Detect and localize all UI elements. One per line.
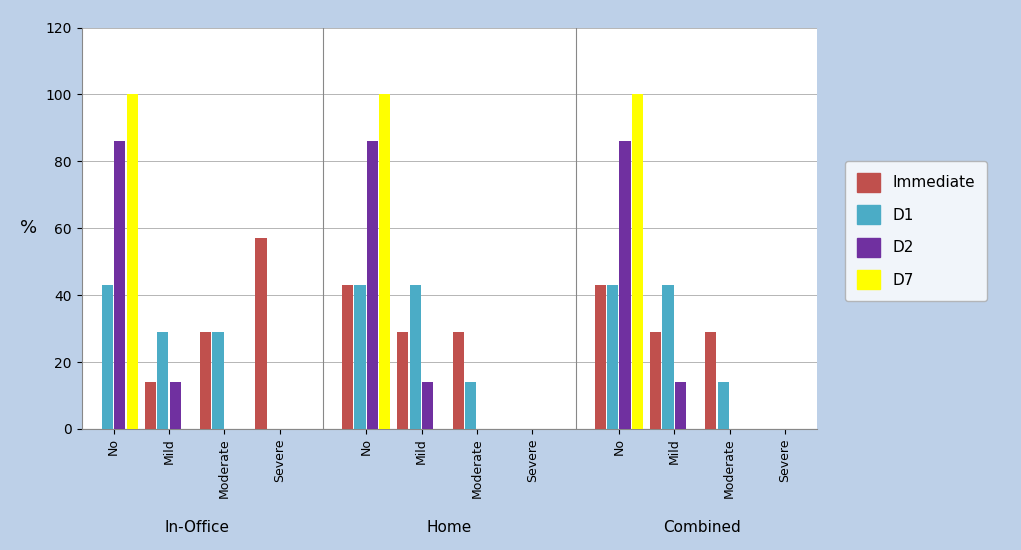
Bar <box>397 332 408 429</box>
Bar <box>663 285 674 429</box>
Bar <box>127 95 138 429</box>
Bar <box>620 141 631 429</box>
Bar <box>607 285 618 429</box>
Bar <box>452 332 464 429</box>
Bar <box>466 382 477 429</box>
Bar <box>145 382 156 429</box>
Bar <box>632 95 643 429</box>
Bar <box>342 285 353 429</box>
Bar <box>102 285 113 429</box>
Bar <box>200 332 211 429</box>
Bar <box>650 332 662 429</box>
Bar <box>255 238 266 429</box>
Text: Home: Home <box>427 520 472 536</box>
Bar <box>379 95 390 429</box>
Bar <box>718 382 729 429</box>
Bar <box>367 141 378 429</box>
Bar <box>706 332 717 429</box>
Bar <box>675 382 686 429</box>
Bar <box>157 332 168 429</box>
Legend: Immediate, D1, D2, D7: Immediate, D1, D2, D7 <box>844 161 987 301</box>
Bar <box>594 285 605 429</box>
Text: In-Office: In-Office <box>164 520 229 536</box>
Bar <box>169 382 181 429</box>
Y-axis label: %: % <box>20 219 38 237</box>
Text: Combined: Combined <box>663 520 741 536</box>
Bar <box>409 285 421 429</box>
Bar <box>212 332 224 429</box>
Bar <box>354 285 366 429</box>
Bar <box>422 382 433 429</box>
Bar <box>114 141 126 429</box>
